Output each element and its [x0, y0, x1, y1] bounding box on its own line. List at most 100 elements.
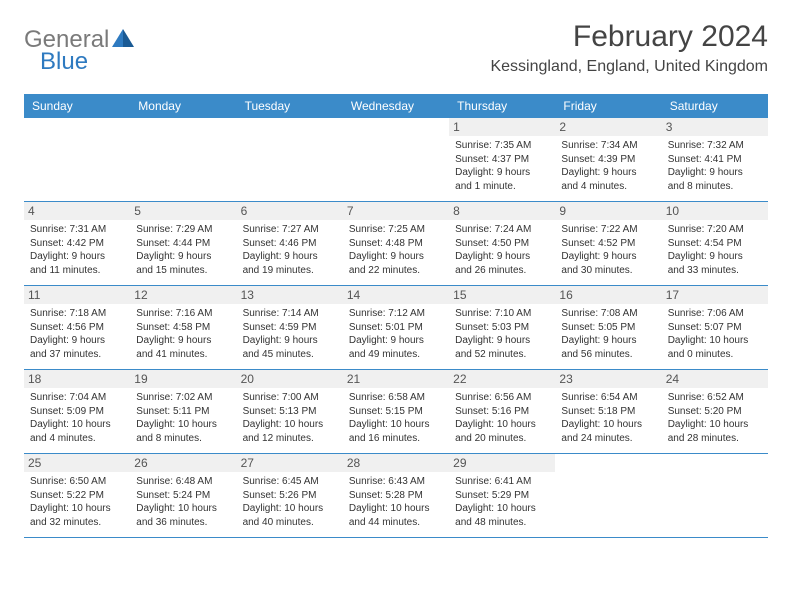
daylight-text: and 12 minutes.: [243, 432, 337, 446]
day-cell: 20Sunrise: 7:00 AMSunset: 5:13 PMDayligh…: [237, 370, 343, 453]
daylight-text: and 30 minutes.: [561, 264, 655, 278]
day-cell: 26Sunrise: 6:48 AMSunset: 5:24 PMDayligh…: [130, 454, 236, 537]
daylight-text: Daylight: 10 hours: [30, 418, 124, 432]
sunrise-text: Sunrise: 7:10 AM: [455, 307, 549, 321]
sunrise-text: Sunrise: 7:04 AM: [30, 391, 124, 405]
sunrise-text: Sunrise: 7:34 AM: [561, 139, 655, 153]
sunrise-text: Sunrise: 6:41 AM: [455, 475, 549, 489]
sunrise-text: Sunrise: 7:31 AM: [30, 223, 124, 237]
day-cell: 23Sunrise: 6:54 AMSunset: 5:18 PMDayligh…: [555, 370, 661, 453]
daylight-text: Daylight: 9 hours: [243, 250, 337, 264]
sunset-text: Sunset: 4:44 PM: [136, 237, 230, 251]
daylight-text: Daylight: 10 hours: [455, 418, 549, 432]
day-cell: 18 Sunrise: 7:04 AMSunset: 5:09 PMDayligh…: [24, 370, 130, 453]
daylight-text: and 48 minutes.: [455, 516, 549, 530]
day-number: 29: [449, 454, 555, 472]
logo-triangle-icon: [112, 29, 134, 52]
sunset-text: Sunset: 5:22 PM: [30, 489, 124, 503]
daylight-text: Daylight: 9 hours: [668, 166, 762, 180]
day-number: 14: [343, 286, 449, 304]
logo-text-blue: Blue: [40, 48, 88, 75]
day-cell: 8Sunrise: 7:24 AMSunset: 4:50 PMDaylight…: [449, 202, 555, 285]
sunset-text: Sunset: 5:20 PM: [668, 405, 762, 419]
day-number: 18: [24, 370, 130, 388]
sunrise-text: Sunrise: 7:14 AM: [243, 307, 337, 321]
day-number: 20: [237, 370, 343, 388]
daylight-text: Daylight: 10 hours: [668, 418, 762, 432]
daylight-text: Daylight: 10 hours: [668, 334, 762, 348]
daylight-text: Daylight: 9 hours: [349, 334, 443, 348]
sunrise-text: Sunrise: 7:27 AM: [243, 223, 337, 237]
sunrise-text: Sunrise: 7:25 AM: [349, 223, 443, 237]
week-row: 18Sunrise: 7:04 AMSunset: 5:09 PMDayligh…: [24, 370, 768, 454]
sunrise-text: Sunrise: 7:20 AM: [668, 223, 762, 237]
daylight-text: and 4 minutes.: [561, 180, 655, 194]
day-cell: 7Sunrise: 7:25 AMSunset: 4:48 PMDaylight…: [343, 202, 449, 285]
sunrise-text: Sunrise: 6:54 AM: [561, 391, 655, 405]
daylight-text: and 36 minutes.: [136, 516, 230, 530]
daylight-text: Daylight: 10 hours: [243, 418, 337, 432]
sunset-text: Sunset: 5:11 PM: [136, 405, 230, 419]
sunrise-text: Sunrise: 6:58 AM: [349, 391, 443, 405]
daylight-text: and 28 minutes.: [668, 432, 762, 446]
daylight-text: Daylight: 9 hours: [561, 250, 655, 264]
weekday-monday: Monday: [130, 94, 236, 118]
sunset-text: Sunset: 4:42 PM: [30, 237, 124, 251]
sunrise-text: Sunrise: 6:45 AM: [243, 475, 337, 489]
daylight-text: and 45 minutes.: [243, 348, 337, 362]
sunset-text: Sunset: 5:03 PM: [455, 321, 549, 335]
day-cell: [555, 454, 661, 537]
day-number: 11: [24, 286, 130, 304]
daylight-text: and 32 minutes.: [30, 516, 124, 530]
daylight-text: Daylight: 10 hours: [561, 418, 655, 432]
daylight-text: and 8 minutes.: [668, 180, 762, 194]
daylight-text: and 37 minutes.: [30, 348, 124, 362]
sunset-text: Sunset: 4:41 PM: [668, 153, 762, 167]
day-number: 13: [237, 286, 343, 304]
day-number: 24: [662, 370, 768, 388]
calendar: Sunday Monday Tuesday Wednesday Thursday…: [24, 94, 768, 538]
day-number: 15: [449, 286, 555, 304]
sunset-text: Sunset: 4:39 PM: [561, 153, 655, 167]
daylight-text: Daylight: 9 hours: [668, 250, 762, 264]
day-cell: 5Sunrise: 7:29 AMSunset: 4:44 PMDaylight…: [130, 202, 236, 285]
daylight-text: Daylight: 9 hours: [30, 334, 124, 348]
sunrise-text: Sunrise: 7:02 AM: [136, 391, 230, 405]
day-cell: 16Sunrise: 7:08 AMSunset: 5:05 PMDayligh…: [555, 286, 661, 369]
day-cell: 21Sunrise: 6:58 AMSunset: 5:15 PMDayligh…: [343, 370, 449, 453]
daylight-text: Daylight: 9 hours: [136, 334, 230, 348]
daylight-text: Daylight: 9 hours: [30, 250, 124, 264]
daylight-text: and 19 minutes.: [243, 264, 337, 278]
sunrise-text: Sunrise: 6:50 AM: [30, 475, 124, 489]
daylight-text: Daylight: 9 hours: [561, 334, 655, 348]
daylight-text: Daylight: 9 hours: [136, 250, 230, 264]
day-number: 28: [343, 454, 449, 472]
sunrise-text: Sunrise: 7:24 AM: [455, 223, 549, 237]
sunset-text: Sunset: 4:52 PM: [561, 237, 655, 251]
day-cell: 29Sunrise: 6:41 AMSunset: 5:29 PMDayligh…: [449, 454, 555, 537]
daylight-text: and 1 minute.: [455, 180, 549, 194]
sunset-text: Sunset: 5:24 PM: [136, 489, 230, 503]
day-cell: 17Sunrise: 7:06 AMSunset: 5:07 PMDayligh…: [662, 286, 768, 369]
sunrise-text: Sunrise: 7:08 AM: [561, 307, 655, 321]
day-number: 27: [237, 454, 343, 472]
day-cell: 24 Sunrise: 6:52 AMSunset: 5:20 PMDayligh…: [662, 370, 768, 453]
sunrise-text: Sunrise: 7:16 AM: [136, 307, 230, 321]
daylight-text: and 11 minutes.: [30, 264, 124, 278]
sunrise-text: Sunrise: 7:32 AM: [668, 139, 762, 153]
day-number: 21: [343, 370, 449, 388]
sunrise-text: Sunrise: 6:52 AM: [668, 391, 762, 405]
sunset-text: Sunset: 5:09 PM: [30, 405, 124, 419]
day-number: 16: [555, 286, 661, 304]
day-cell: 13Sunrise: 7:14 AMSunset: 4:59 PMDayligh…: [237, 286, 343, 369]
daylight-text: and 22 minutes.: [349, 264, 443, 278]
day-cell: 6Sunrise: 7:27 AMSunset: 4:46 PMDaylight…: [237, 202, 343, 285]
daylight-text: and 40 minutes.: [243, 516, 337, 530]
day-number: 25: [24, 454, 130, 472]
daylight-text: and 33 minutes.: [668, 264, 762, 278]
week-row: 25Sunrise: 6:50 AMSunset: 5:22 PMDayligh…: [24, 454, 768, 538]
day-number: 2: [555, 118, 661, 136]
day-cell: 12Sunrise: 7:16 AMSunset: 4:58 PMDayligh…: [130, 286, 236, 369]
day-cell: 10Sunrise: 7:20 AMSunset: 4:54 PMDayligh…: [662, 202, 768, 285]
day-number: 4: [24, 202, 130, 220]
